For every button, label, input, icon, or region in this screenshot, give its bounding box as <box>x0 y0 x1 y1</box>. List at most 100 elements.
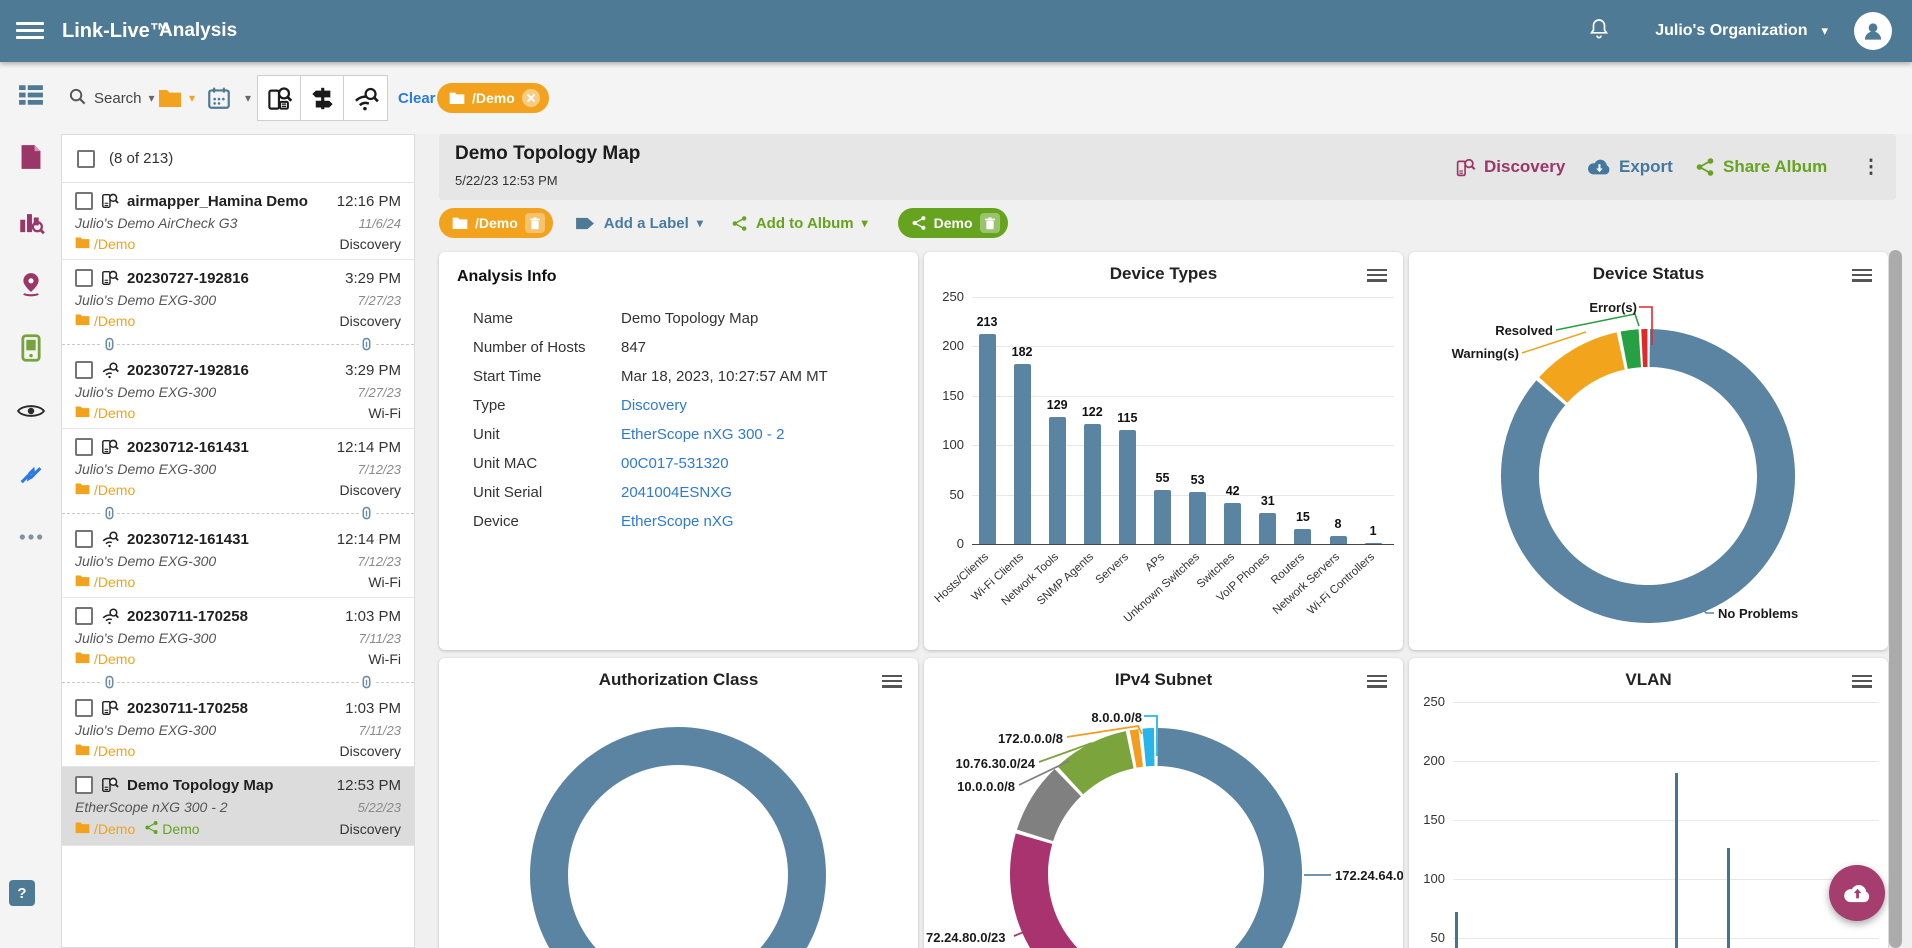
album-chip[interactable]: Demo <box>898 208 1008 238</box>
item-checkbox[interactable] <box>75 192 93 210</box>
item-checkbox[interactable] <box>75 438 93 456</box>
gridline <box>972 495 1394 496</box>
item-folder-tag[interactable]: /Demo <box>75 821 135 837</box>
page-scrollbar-thumb[interactable] <box>1889 250 1902 948</box>
clear-filters-button[interactable]: Clear <box>398 62 436 134</box>
item-checkbox[interactable] <box>75 530 93 548</box>
result-list-item[interactable]: 20230712-16143112:14 PMJulio's Demo EXG-… <box>62 429 414 505</box>
item-checkbox[interactable] <box>75 361 93 379</box>
discovery-filter-icon[interactable] <box>258 76 301 120</box>
item-folder-tag[interactable]: /Demo <box>75 482 135 498</box>
info-label: Type <box>473 397 621 414</box>
item-time: 12:53 PM <box>337 777 401 794</box>
info-value[interactable]: Discovery <box>621 397 687 414</box>
result-list-item[interactable]: 20230712-16143112:14 PMJulio's Demo EXG-… <box>62 521 414 598</box>
discovery-button[interactable]: Discovery <box>1455 134 1565 200</box>
item-date: 7/12/23 <box>358 462 401 477</box>
add-to-album-dropdown[interactable]: Add to Album ▾ <box>731 215 868 232</box>
item-folder-tag[interactable]: /Demo <box>75 651 135 667</box>
cloud-download-icon <box>1587 158 1611 176</box>
detail-header: Demo Topology Map 5/22/23 12:53 PM Disco… <box>439 134 1896 200</box>
item-checkbox[interactable] <box>75 607 93 625</box>
item-checkbox[interactable] <box>75 269 93 287</box>
folder-filter-button[interactable]: ▾ <box>158 62 195 134</box>
folder-icon <box>75 651 90 667</box>
info-value[interactable]: EtherScope nXG 300 - 2 <box>621 426 784 443</box>
export-button[interactable]: Export <box>1587 134 1673 200</box>
date-filter-button[interactable]: ▾ <box>206 62 251 134</box>
folder-chip[interactable]: /Demo <box>439 208 553 238</box>
results-count: (8 of 213) <box>109 150 173 167</box>
item-checkbox[interactable] <box>75 776 93 794</box>
wifi-analysis-filter-icon[interactable] <box>344 76 387 120</box>
bar-SNMP Agents <box>1084 424 1101 545</box>
bar-APs <box>1154 490 1171 544</box>
remove-folder-trash-icon[interactable] <box>525 213 545 233</box>
result-list-item[interactable]: airmapper_Hamina Demo12:16 PMJulio's Dem… <box>62 183 414 260</box>
cloud-upload-icon <box>1843 883 1871 904</box>
item-album-tag[interactable]: Demo <box>144 820 199 838</box>
chart-menu-icon[interactable] <box>1852 672 1872 688</box>
item-subtitle: Julio's Demo EXG-300 <box>75 461 358 477</box>
notifications-bell-icon[interactable] <box>1587 17 1611 46</box>
upload-fab-button[interactable] <box>1829 865 1885 921</box>
item-date: 11/6/24 <box>359 216 401 231</box>
organization-selector[interactable]: Julio's Organization <box>1655 22 1807 40</box>
item-folder-tag[interactable]: /Demo <box>75 574 135 590</box>
search-dropdown[interactable]: Search ▾ <box>68 62 155 134</box>
menu-icon[interactable] <box>16 18 44 44</box>
discovery-result-icon <box>101 192 119 210</box>
item-type: Discovery <box>340 236 401 252</box>
help-button[interactable]: ? <box>9 880 35 906</box>
wifi-result-icon <box>101 361 119 379</box>
analysis-search-icon[interactable] <box>17 208 45 236</box>
result-list-item[interactable]: 20230711-1702581:03 PMJulio's Demo EXG-3… <box>62 598 414 674</box>
item-checkbox[interactable] <box>75 699 93 717</box>
remove-filter-icon[interactable] <box>522 89 540 107</box>
add-label-dropdown[interactable]: Add a Label ▾ <box>575 215 703 232</box>
result-list-item[interactable]: 20230727-1928163:29 PMJulio's Demo EXG-3… <box>62 260 414 336</box>
wifi-result-icon <box>101 607 119 625</box>
left-icon-rail: ? <box>0 62 61 948</box>
paperclip-icon <box>359 675 374 690</box>
info-row: Number of Hosts847 <box>473 333 904 362</box>
folder-chip-label: /Demo <box>475 215 518 231</box>
discovery-result-icon <box>101 776 119 794</box>
app-title: Link-Live™ <box>62 0 170 62</box>
result-type-toggle-group <box>257 75 388 121</box>
vlan-bar <box>1675 773 1678 948</box>
monitoring-eye-icon[interactable] <box>17 397 45 425</box>
devices-icon[interactable] <box>17 334 45 362</box>
more-dots-icon[interactable] <box>17 523 45 551</box>
path-analysis-filter-icon[interactable] <box>301 76 344 120</box>
item-type: Wi-Fi <box>368 405 401 421</box>
chart-menu-icon[interactable] <box>1367 266 1387 282</box>
slice-label: 8.0.0.0/8 <box>1052 710 1142 725</box>
speed-arrows-icon[interactable] <box>17 460 45 488</box>
account-avatar[interactable] <box>1854 12 1892 50</box>
locations-pin-icon[interactable] <box>17 271 45 299</box>
result-list-item[interactable]: Demo Topology Map12:53 PMEtherScope nXG … <box>62 767 414 846</box>
donut-slice-8.0.0.0/8 <box>1144 747 1154 748</box>
item-folder-tag[interactable]: /Demo <box>75 405 135 421</box>
select-all-checkbox[interactable] <box>77 150 95 168</box>
nav-analysis[interactable]: Analysis <box>159 0 237 62</box>
remove-album-trash-icon[interactable] <box>980 213 1000 233</box>
info-value[interactable]: EtherScope nXG <box>621 513 734 530</box>
item-folder-tag[interactable]: /Demo <box>75 313 135 329</box>
active-folder-filter-chip[interactable]: /Demo <box>437 83 549 113</box>
item-folder-tag[interactable]: /Demo <box>75 743 135 759</box>
more-options-kebab-icon[interactable]: ⋮ <box>1859 134 1883 200</box>
info-value[interactable]: 00C017-531320 <box>621 455 729 472</box>
result-list-item[interactable]: 20230711-1702581:03 PMJulio's Demo EXG-3… <box>62 690 414 767</box>
result-list-item[interactable]: 20230727-1928163:29 PMJulio's Demo EXG-3… <box>62 352 414 429</box>
item-folder-tag[interactable]: /Demo <box>75 236 135 252</box>
chevron-down-icon[interactable]: ▾ <box>1821 23 1828 39</box>
results-list-icon[interactable] <box>17 81 45 109</box>
info-value[interactable]: 2041004ESNXG <box>621 484 732 501</box>
files-icon[interactable] <box>17 143 45 171</box>
folder-icon <box>75 313 90 329</box>
share-album-button[interactable]: Share Album <box>1695 134 1827 200</box>
chevron-down-icon: ▾ <box>189 91 195 105</box>
y-axis-tick: 50 <box>1409 930 1445 945</box>
